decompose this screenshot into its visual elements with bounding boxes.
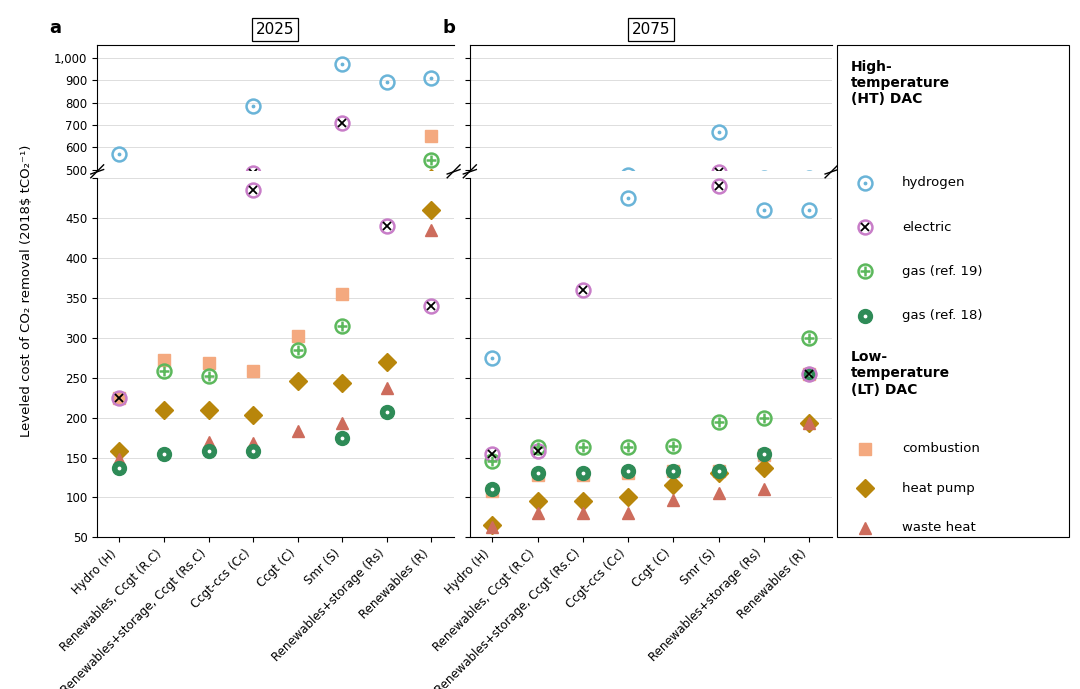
Text: 2025: 2025	[256, 22, 295, 37]
Text: High-
temperature
(HT) DAC: High- temperature (HT) DAC	[851, 59, 950, 106]
Text: b: b	[443, 19, 456, 37]
Text: gas (ref. 18): gas (ref. 18)	[902, 309, 983, 322]
Text: electric: electric	[902, 220, 951, 234]
FancyBboxPatch shape	[837, 45, 1069, 537]
Text: waste heat: waste heat	[902, 521, 975, 534]
Text: combustion: combustion	[902, 442, 980, 455]
Text: heat pump: heat pump	[902, 482, 975, 495]
Text: 2075: 2075	[632, 22, 670, 37]
Text: gas (ref. 19): gas (ref. 19)	[902, 265, 983, 278]
Text: Low-
temperature
(LT) DAC: Low- temperature (LT) DAC	[851, 350, 950, 397]
Text: a: a	[50, 19, 62, 37]
Text: Leveled cost of CO₂ removal (2018$ tCO₂⁻¹): Leveled cost of CO₂ removal (2018$ tCO₂⁻…	[21, 145, 33, 438]
Text: hydrogen: hydrogen	[902, 176, 966, 189]
